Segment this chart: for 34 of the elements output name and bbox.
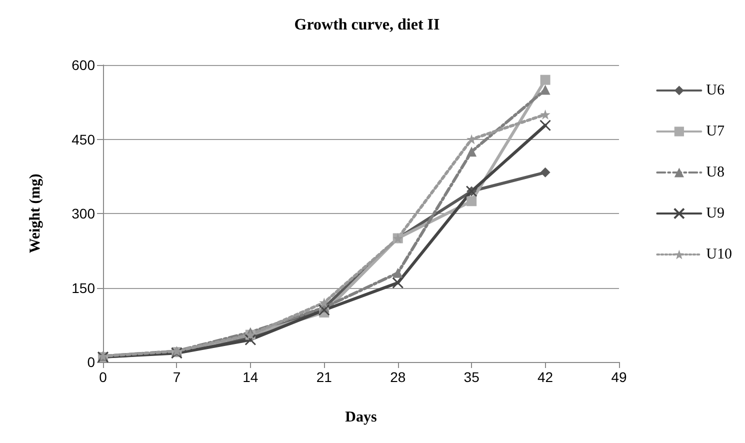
- x-tick-label: 28: [390, 369, 406, 385]
- point: [540, 120, 552, 132]
- point: [244, 334, 256, 346]
- x-tick-label: 0: [99, 369, 108, 385]
- point: [319, 298, 330, 308]
- x-tick-label: 7: [172, 369, 181, 385]
- y-tick-label: 0: [87, 354, 96, 370]
- point: [466, 146, 477, 157]
- point: [392, 277, 404, 289]
- legend-label: U8: [706, 164, 725, 180]
- x-axis-title: Days: [345, 410, 377, 426]
- y-tick-label: 150: [72, 280, 96, 296]
- point: [466, 134, 477, 144]
- point: [540, 167, 550, 178]
- point: [392, 268, 403, 278]
- point: [466, 196, 477, 206]
- legend-label: U6: [706, 82, 725, 98]
- x-tick-label: 49: [611, 369, 627, 385]
- y-axis-title: Weight (mg): [28, 174, 44, 254]
- point: [318, 304, 330, 316]
- x-tick-label: 14: [242, 369, 258, 385]
- point: [540, 74, 550, 85]
- point: [540, 84, 550, 95]
- y-tick-label: 450: [72, 131, 96, 148]
- chart-title: Growth curve, diet II: [294, 16, 440, 34]
- legend-label: U9: [706, 206, 725, 222]
- x-tick-label: 21: [316, 369, 332, 385]
- y-tick-label: 300: [72, 206, 96, 222]
- x-tick-label: 42: [537, 369, 554, 385]
- x-tick-label: 35: [464, 369, 480, 385]
- y-tick-label: 600: [72, 57, 96, 73]
- legend-label: U10: [706, 246, 732, 262]
- legend-label: U7: [706, 124, 725, 140]
- point: [540, 110, 550, 120]
